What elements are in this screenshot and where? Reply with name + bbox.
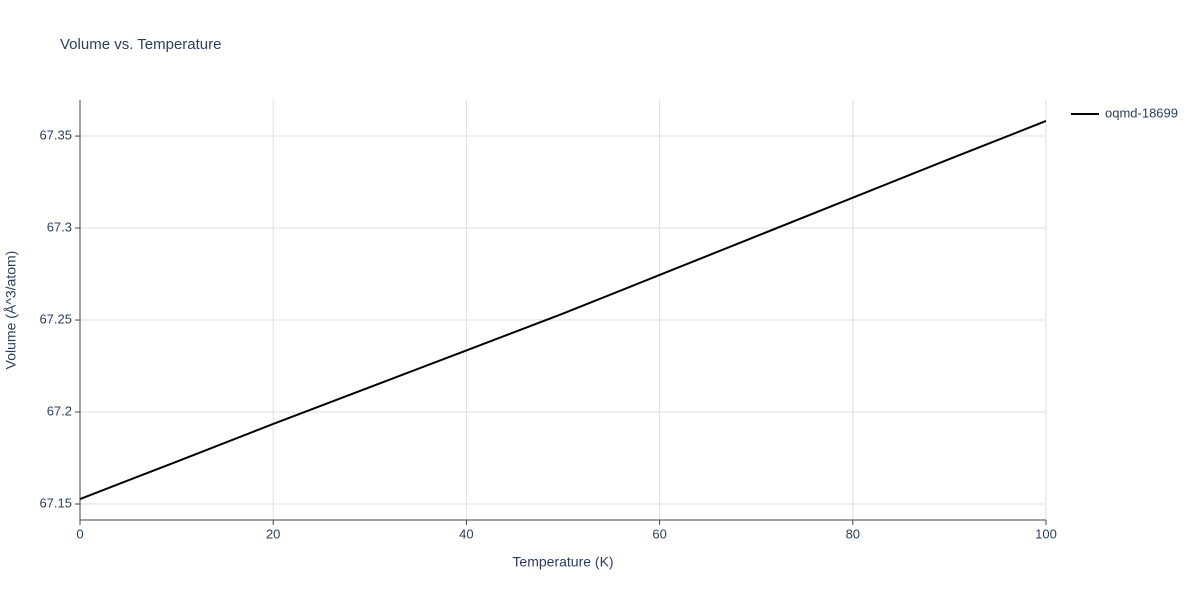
x-tick-label: 60 <box>652 526 666 541</box>
x-tick-label: 40 <box>459 526 473 541</box>
x-tick-label: 20 <box>266 526 280 541</box>
y-tick-label: 67.2 <box>47 403 72 418</box>
y-tick-label: 67.35 <box>39 127 72 142</box>
chart-title: Volume vs. Temperature <box>60 36 221 53</box>
y-tick-label: 67.25 <box>39 311 72 326</box>
legend-label: oqmd-18699 <box>1105 105 1178 120</box>
x-tick-label: 100 <box>1035 526 1057 541</box>
x-axis-title: Temperature (K) <box>512 554 613 570</box>
y-axis-title: Volume (Å^3/atom) <box>3 251 19 370</box>
x-tick-label: 0 <box>76 526 83 541</box>
y-tick-label: 67.3 <box>47 219 72 234</box>
line-series <box>79 120 1047 500</box>
y-tick-label: 67.15 <box>39 495 72 510</box>
x-tick-label: 80 <box>846 526 860 541</box>
